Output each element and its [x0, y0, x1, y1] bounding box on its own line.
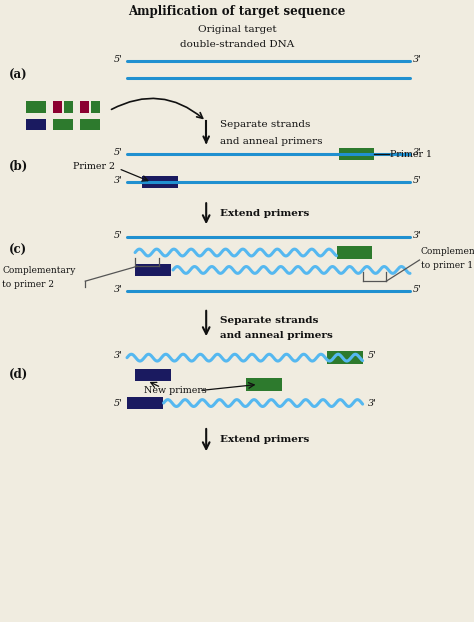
- Text: to primer 1: to primer 1: [421, 261, 473, 270]
- Text: (c): (c): [9, 244, 27, 256]
- Text: 5': 5': [413, 176, 421, 185]
- Bar: [53, 119, 73, 130]
- Text: Primer 1: Primer 1: [390, 150, 432, 159]
- Bar: [135, 369, 171, 381]
- Text: 3': 3': [114, 176, 123, 185]
- Text: (d): (d): [9, 368, 28, 381]
- Text: (a): (a): [9, 70, 27, 82]
- Text: 3': 3': [413, 148, 421, 157]
- Bar: [80, 119, 100, 130]
- Text: 5': 5': [114, 148, 123, 157]
- Text: Complementary: Complementary: [421, 248, 474, 256]
- Text: 5': 5': [114, 55, 123, 63]
- Text: 5': 5': [114, 399, 123, 407]
- Text: to primer 2: to primer 2: [2, 280, 55, 289]
- Text: double-stranded DNA: double-stranded DNA: [180, 40, 294, 49]
- Text: 3': 3': [114, 285, 123, 294]
- Text: Separate strands: Separate strands: [220, 120, 311, 129]
- Bar: [64, 101, 73, 113]
- Bar: [246, 378, 282, 391]
- Text: 3': 3': [114, 351, 123, 360]
- Bar: [339, 148, 374, 160]
- Text: Amplification of target sequence: Amplification of target sequence: [128, 5, 346, 17]
- Bar: [80, 101, 89, 113]
- Text: Complementary: Complementary: [2, 266, 76, 275]
- Text: 5': 5': [114, 231, 123, 239]
- Bar: [26, 119, 46, 130]
- Bar: [135, 264, 171, 276]
- Text: Extend primers: Extend primers: [220, 435, 310, 444]
- Text: 5': 5': [368, 351, 376, 360]
- Text: New primers: New primers: [144, 386, 207, 395]
- Text: Extend primers: Extend primers: [220, 209, 310, 218]
- Text: Original target: Original target: [198, 26, 276, 34]
- Bar: [127, 397, 163, 409]
- Bar: [53, 101, 62, 113]
- Text: Separate strands: Separate strands: [220, 316, 319, 325]
- Bar: [26, 101, 46, 113]
- Text: Primer 2: Primer 2: [73, 162, 116, 170]
- Text: (b): (b): [9, 160, 28, 172]
- Bar: [337, 246, 372, 259]
- Text: 5': 5': [413, 285, 421, 294]
- Bar: [327, 351, 363, 364]
- Text: and anneal primers: and anneal primers: [220, 137, 323, 146]
- Text: 3': 3': [368, 399, 376, 407]
- Bar: [91, 101, 100, 113]
- Text: 3': 3': [413, 55, 421, 63]
- Text: 3': 3': [413, 231, 421, 239]
- Text: and anneal primers: and anneal primers: [220, 332, 333, 340]
- Bar: [142, 176, 178, 188]
